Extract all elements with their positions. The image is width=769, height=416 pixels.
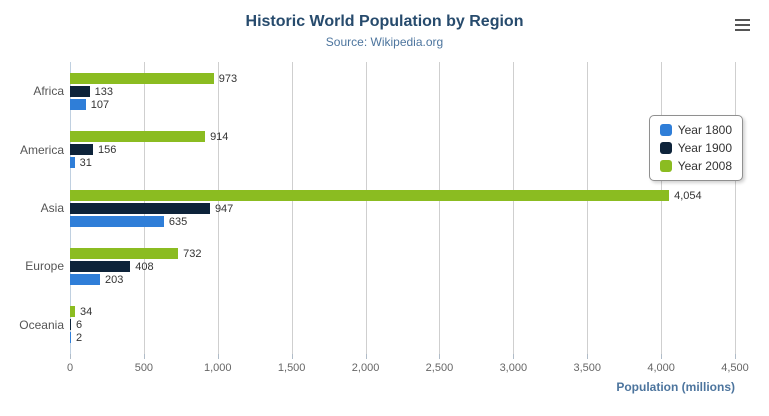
data-label: 2 — [76, 332, 83, 345]
bar-year-1900[interactable] — [70, 319, 71, 331]
x-axis-tick-label: 3,000 — [499, 362, 528, 374]
x-axis-tick-label: 3,500 — [573, 362, 601, 374]
legend-swatch — [659, 124, 672, 136]
data-label: 133 — [94, 85, 113, 98]
legend-item-year-1800[interactable]: Year 1800 — [659, 123, 732, 137]
bar-year-2008[interactable] — [70, 306, 76, 318]
data-label: 6 — [76, 319, 83, 332]
x-axis-tick — [291, 354, 293, 359]
gridline — [217, 62, 219, 354]
gridline — [513, 62, 515, 354]
x-axis-tick-label: 500 — [134, 362, 154, 374]
x-axis-tick — [439, 354, 441, 359]
legend-swatch — [659, 160, 672, 172]
bar-year-1900[interactable] — [70, 85, 90, 97]
x-axis-tick — [513, 354, 515, 359]
x-axis-tick-label: 4,000 — [647, 362, 675, 374]
bar-year-1800[interactable] — [70, 215, 164, 227]
legend-item-year-2008[interactable]: Year 2008 — [659, 159, 732, 173]
x-axis-tick — [143, 354, 145, 359]
legend-label: Year 2008 — [677, 159, 732, 173]
bar-year-1900[interactable] — [70, 202, 210, 214]
x-axis-tick-label: 1,500 — [277, 362, 306, 374]
bar-year-1800[interactable] — [70, 332, 71, 344]
y-axis-category-label: Europe — [25, 259, 64, 274]
data-label: 203 — [104, 273, 124, 286]
bar-year-2008[interactable] — [70, 72, 214, 84]
gridline — [291, 62, 293, 354]
gridline — [587, 62, 589, 354]
bar-year-1900[interactable] — [70, 260, 131, 272]
bar-year-1800[interactable] — [70, 273, 100, 285]
data-label: 973 — [218, 72, 238, 85]
bar-year-1800[interactable] — [70, 157, 75, 169]
chart-subtitle: Source: Wikipedia.org — [325, 35, 444, 49]
x-axis-title: Population (millions) — [616, 380, 735, 394]
x-axis-tick-label: 0 — [66, 362, 74, 374]
data-label: 635 — [168, 215, 188, 228]
data-label: 156 — [98, 144, 117, 157]
x-axis-tick — [70, 354, 71, 359]
y-axis-category-label: America — [19, 142, 64, 157]
x-axis-tick — [587, 354, 589, 359]
x-axis-tick-label: 1,000 — [204, 362, 232, 374]
legend-label: Year 1800 — [677, 123, 732, 137]
data-label: 107 — [90, 98, 110, 111]
y-axis-category-label: Africa — [33, 84, 64, 99]
y-axis-category-label: Asia — [40, 201, 64, 215]
x-axis-tick — [661, 354, 663, 359]
data-label: 408 — [135, 260, 154, 273]
data-label: 732 — [183, 247, 202, 260]
x-axis-tick-label: 4,500 — [721, 362, 749, 374]
legend: Year 1800 Year 1900 Year 2008 — [648, 115, 743, 181]
x-axis-tick — [217, 354, 219, 359]
x-axis-tick-label: 2,500 — [425, 362, 454, 374]
gridline — [735, 62, 736, 354]
gridline — [661, 62, 663, 354]
legend-label: Year 1900 — [677, 141, 732, 155]
hamburger-icon — [734, 19, 750, 31]
bar-year-1800[interactable] — [70, 98, 86, 110]
chart-title: Historic World Population by Region — [245, 13, 524, 30]
gridline — [365, 62, 367, 354]
export-menu-button[interactable] — [731, 16, 753, 34]
x-axis-tick — [735, 354, 736, 359]
data-label: 4,054 — [674, 189, 702, 202]
bar-year-2008[interactable] — [70, 189, 670, 201]
gridline — [439, 62, 441, 354]
data-label: 914 — [210, 131, 229, 144]
plot-area: 973 133 107 914 156 31 4,054 947 635 732 408 203 34 6… — [70, 62, 736, 359]
data-label: 34 — [80, 306, 93, 319]
legend-swatch — [659, 142, 672, 154]
bar-year-2008[interactable] — [70, 247, 179, 259]
x-axis-tick-label: 2,000 — [351, 362, 380, 374]
y-axis-category-label: Oceania — [19, 317, 64, 332]
bar-year-1900[interactable] — [70, 144, 94, 156]
bar-year-2008[interactable] — [70, 131, 206, 143]
data-label: 31 — [79, 157, 92, 170]
data-label: 947 — [214, 202, 234, 215]
legend-item-year-1900[interactable]: Year 1900 — [659, 141, 732, 155]
x-axis-tick — [365, 354, 367, 359]
